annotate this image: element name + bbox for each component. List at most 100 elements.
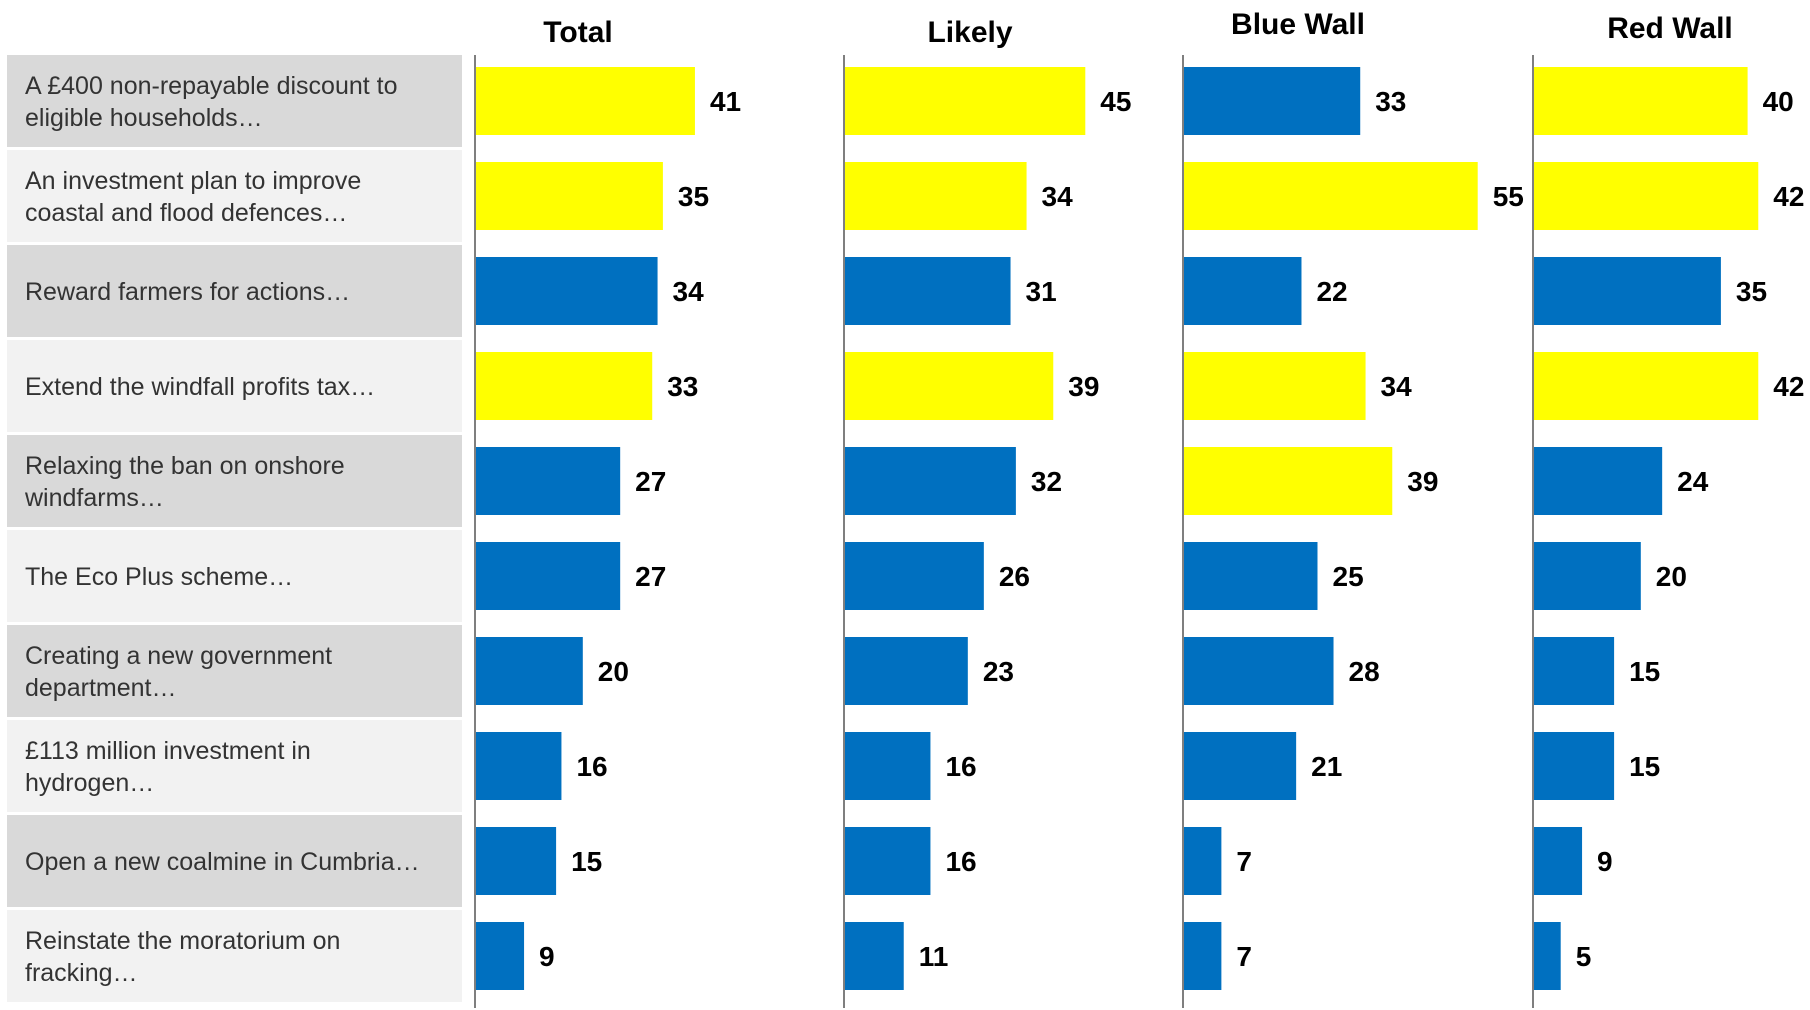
bar [1184, 67, 1361, 135]
data-label: 42 [1773, 181, 1804, 212]
bar [476, 637, 583, 705]
data-label: 23 [983, 656, 1014, 687]
bar [1184, 352, 1366, 420]
data-label: 24 [1677, 466, 1709, 497]
data-label: 22 [1316, 276, 1347, 307]
data-label: 33 [667, 371, 698, 402]
row-label-text: Creating a new government [25, 642, 332, 670]
row-label-text: Relaxing the ban on onshore [25, 452, 345, 480]
row-label-background [7, 245, 462, 337]
data-label: 11 [919, 941, 949, 972]
bar [1534, 447, 1663, 515]
bar [1534, 922, 1561, 990]
data-label: 20 [1656, 561, 1687, 592]
row-label-text: fracking… [25, 959, 138, 987]
row-labels: A £400 non-repayable discount to eligible… [7, 55, 462, 1002]
data-label: 15 [1629, 751, 1660, 782]
bar [845, 447, 1016, 515]
panel: Total 41 35 34 33 27 27 20 16 15 9 [474, 16, 741, 1008]
row-label-background [7, 625, 462, 717]
row-label-background [7, 55, 462, 147]
row-label-background [7, 150, 462, 242]
row-label-text: The Eco Plus scheme… [25, 563, 293, 591]
bar [845, 162, 1027, 230]
row-label: A £400 non-repayable discount to eligible… [7, 55, 462, 147]
data-label: 34 [1381, 371, 1413, 402]
bar [1534, 67, 1748, 135]
data-label: 39 [1068, 371, 1099, 402]
row-label: Extend the windfall profits tax… [7, 340, 462, 432]
data-label: 40 [1763, 86, 1794, 117]
row-label-text: Open a new coalmine in Cumbria… [25, 848, 420, 876]
row-label-text: department… [25, 674, 176, 702]
row-label-text: windfarms… [24, 484, 164, 512]
bar [476, 67, 695, 135]
bar [1184, 827, 1222, 895]
bar [476, 922, 525, 990]
row-label-text: Reinstate the moratorium on [25, 927, 340, 955]
panel-title: Blue Wall [1231, 8, 1365, 41]
bar [845, 637, 968, 705]
bar [476, 162, 663, 230]
row-label: Relaxing the ban on onshore windfarms… [7, 435, 462, 527]
panel: Likely 45 34 31 39 32 26 23 16 16 11 [843, 16, 1131, 1008]
bar [845, 732, 931, 800]
row-label-text: hydrogen… [25, 769, 154, 797]
data-label: 41 [710, 86, 741, 117]
data-label: 35 [1736, 276, 1767, 307]
panel: Blue Wall 33 55 22 34 39 25 28 21 7 7 [1182, 8, 1524, 1008]
row-label-text: Reward farmers for actions… [25, 278, 350, 306]
bar [476, 542, 621, 610]
panel-title: Red Wall [1607, 12, 1733, 45]
row-label-background [7, 815, 462, 907]
bar [1184, 162, 1478, 230]
bar [476, 352, 653, 420]
row-label-text: An investment plan to improve [25, 167, 361, 195]
row-label: An investment plan to improve coastal and… [7, 150, 462, 242]
data-label: 34 [1042, 181, 1074, 212]
row-label-text: eligible households… [25, 104, 263, 132]
bar [1184, 542, 1318, 610]
bar [845, 257, 1011, 325]
data-label: 27 [635, 561, 666, 592]
bar [1534, 732, 1615, 800]
row-label-background [7, 435, 462, 527]
bar [1534, 352, 1759, 420]
data-label: 15 [1629, 656, 1660, 687]
bar [845, 352, 1054, 420]
panel: Red Wall 40 42 35 42 24 20 15 15 9 5 [1532, 12, 1804, 1008]
bar [1534, 637, 1615, 705]
bar [1184, 637, 1334, 705]
data-label: 5 [1576, 941, 1592, 972]
data-label: 35 [678, 181, 709, 212]
row-label-text: A £400 non-repayable discount to [25, 72, 398, 100]
data-label: 15 [571, 846, 602, 877]
data-label: 32 [1031, 466, 1062, 497]
row-label: Reinstate the moratorium on fracking… [7, 910, 462, 1002]
bar [1184, 732, 1297, 800]
row-label: £113 million investment in hydrogen… [7, 720, 462, 812]
row-label-text: £113 million investment in [25, 737, 311, 765]
bar [845, 542, 984, 610]
data-label: 20 [598, 656, 629, 687]
row-label: The Eco Plus scheme… [7, 530, 462, 622]
panel-title: Likely [927, 16, 1012, 49]
row-label-background [7, 720, 462, 812]
data-label: 45 [1100, 86, 1131, 117]
data-label: 9 [539, 941, 555, 972]
row-label: Creating a new government department… [7, 625, 462, 717]
row-label-background [7, 530, 462, 622]
row-label: Reward farmers for actions… [7, 245, 462, 337]
bar [1534, 827, 1583, 895]
row-label-text: coastal and flood defences… [25, 199, 347, 227]
data-label: 34 [673, 276, 705, 307]
bar [845, 827, 931, 895]
row-label: Open a new coalmine in Cumbria… [7, 815, 462, 907]
data-label: 42 [1773, 371, 1804, 402]
data-label: 7 [1236, 941, 1252, 972]
data-label: 16 [576, 751, 607, 782]
row-label-background [7, 910, 462, 1002]
bar [1184, 922, 1222, 990]
data-label: 31 [1026, 276, 1057, 307]
bar [845, 922, 904, 990]
